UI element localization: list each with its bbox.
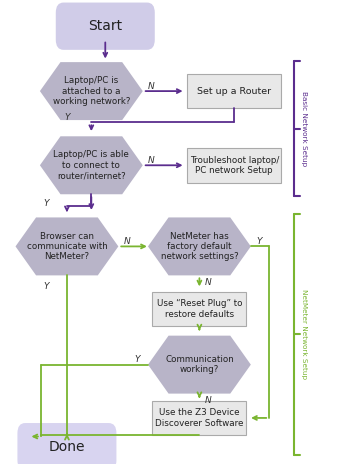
Text: Laptop/PC is
attached to a
working network?: Laptop/PC is attached to a working netwo… bbox=[52, 76, 130, 106]
Text: Start: Start bbox=[88, 19, 122, 33]
Text: Troubleshoot laptop/
PC network Setup: Troubleshoot laptop/ PC network Setup bbox=[190, 156, 279, 175]
Text: Laptop/PC is able
to connect to
router/internet?: Laptop/PC is able to connect to router/i… bbox=[54, 150, 129, 180]
Text: Y: Y bbox=[43, 199, 49, 208]
Text: Y: Y bbox=[135, 356, 140, 365]
Text: Set up a Router: Set up a Router bbox=[197, 86, 271, 96]
Text: Use “Reset Plug” to
restore defaults: Use “Reset Plug” to restore defaults bbox=[157, 299, 242, 319]
FancyBboxPatch shape bbox=[152, 292, 246, 326]
Polygon shape bbox=[40, 62, 143, 120]
Text: N: N bbox=[205, 278, 211, 287]
Text: Y: Y bbox=[64, 113, 70, 122]
FancyBboxPatch shape bbox=[187, 148, 281, 183]
Text: NetMeter Network Setup: NetMeter Network Setup bbox=[301, 289, 307, 379]
Text: Browser can
communicate with
NetMeter?: Browser can communicate with NetMeter? bbox=[27, 232, 107, 261]
Text: Y: Y bbox=[43, 282, 49, 292]
Text: NetMeter has
factory default
network settings?: NetMeter has factory default network set… bbox=[161, 232, 238, 261]
Text: Communication
working?: Communication working? bbox=[165, 355, 234, 374]
FancyBboxPatch shape bbox=[152, 400, 246, 435]
Text: N: N bbox=[205, 396, 211, 405]
Polygon shape bbox=[40, 136, 143, 194]
Text: Basic Network Setup: Basic Network Setup bbox=[301, 91, 307, 166]
Text: Done: Done bbox=[49, 440, 85, 454]
Text: N: N bbox=[148, 156, 155, 165]
FancyBboxPatch shape bbox=[18, 423, 117, 465]
FancyBboxPatch shape bbox=[187, 74, 281, 108]
FancyBboxPatch shape bbox=[56, 2, 155, 50]
Text: N: N bbox=[148, 82, 155, 91]
Polygon shape bbox=[148, 336, 251, 393]
Text: N: N bbox=[124, 237, 131, 246]
Polygon shape bbox=[148, 218, 251, 275]
Polygon shape bbox=[15, 218, 118, 275]
Text: Use the Z3 Device
Discoverer Software: Use the Z3 Device Discoverer Software bbox=[155, 408, 244, 428]
Text: Y: Y bbox=[257, 237, 262, 246]
